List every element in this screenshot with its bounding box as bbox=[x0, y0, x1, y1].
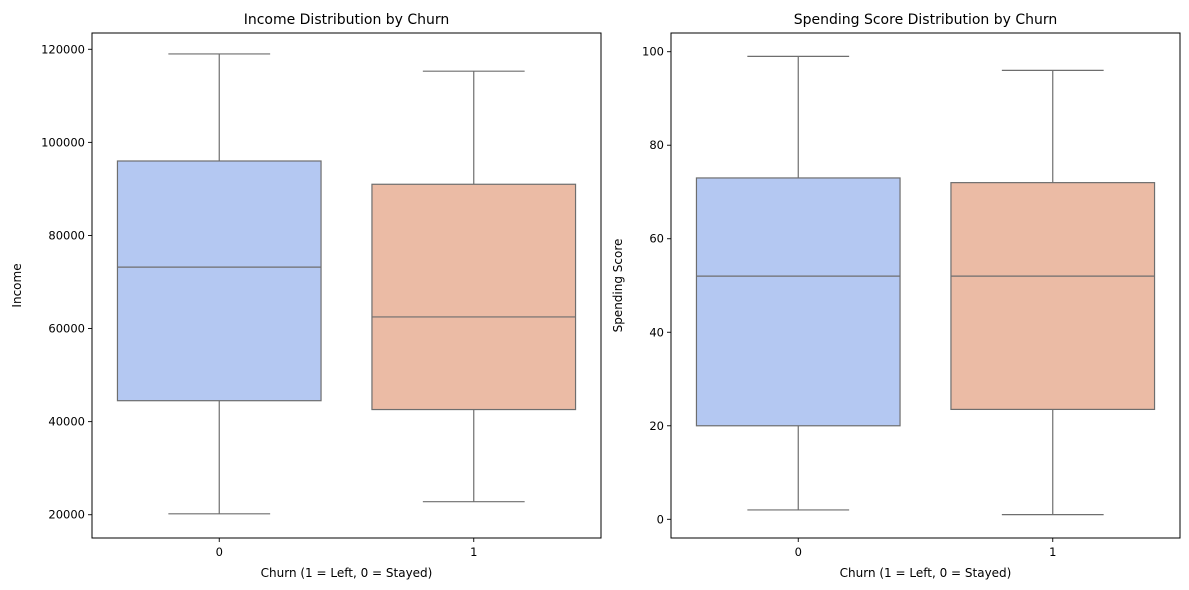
x-axis-label: Churn (1 = Left, 0 = Stayed) bbox=[840, 566, 1012, 580]
box-iqr bbox=[116, 160, 322, 402]
y-axis-label: Income bbox=[10, 263, 24, 307]
y-tick-label: 20000 bbox=[48, 508, 85, 522]
y-tick-label: 40000 bbox=[48, 415, 85, 429]
y-tick-label: 120000 bbox=[41, 42, 85, 56]
box-iqr bbox=[695, 177, 901, 427]
chart-title: Spending Score Distribution by Churn bbox=[794, 12, 1058, 28]
x-tick-label: 1 bbox=[1049, 545, 1056, 559]
box-iqr bbox=[371, 183, 577, 411]
y-axis-label: Spending Score bbox=[611, 239, 625, 333]
box-group-0 bbox=[695, 55, 901, 511]
chart-panel-2: Spending Score Distribution by Churn 0 20 4… bbox=[611, 12, 1181, 580]
y-tick-label: 80 bbox=[649, 138, 664, 152]
x-tick-label: 0 bbox=[216, 545, 223, 559]
y-tick-label: 20 bbox=[649, 419, 664, 433]
box-iqr bbox=[950, 182, 1156, 411]
y-tick-label: 100000 bbox=[41, 135, 85, 149]
box-group-1 bbox=[950, 69, 1156, 516]
y-tick-label: 60 bbox=[649, 232, 664, 246]
y-tick-label: 40 bbox=[649, 325, 664, 339]
chart-panel-1: Income Distribution by Churn 20000 40000 60… bbox=[10, 12, 602, 580]
chart-title: Income Distribution by Churn bbox=[244, 12, 450, 28]
box-group-1 bbox=[371, 70, 577, 503]
y-tick-label: 100 bbox=[642, 45, 664, 59]
plot-frame bbox=[670, 32, 1181, 539]
y-tick-label: 60000 bbox=[48, 322, 85, 336]
y-tick-label: 80000 bbox=[48, 228, 85, 242]
x-tick-label: 1 bbox=[470, 545, 477, 559]
x-axis-label: Churn (1 = Left, 0 = Stayed) bbox=[261, 566, 433, 580]
box-group-0 bbox=[116, 53, 322, 515]
plot-frame bbox=[91, 32, 602, 539]
x-tick-label: 0 bbox=[795, 545, 802, 559]
y-tick-label: 0 bbox=[657, 512, 664, 526]
